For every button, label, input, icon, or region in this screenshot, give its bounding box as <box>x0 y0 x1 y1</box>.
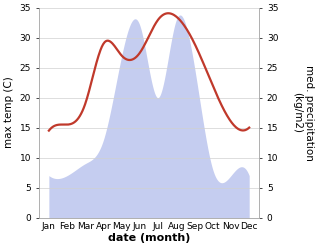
Y-axis label: med. precipitation
(kg/m2): med. precipitation (kg/m2) <box>292 65 314 161</box>
Y-axis label: max temp (C): max temp (C) <box>4 77 14 148</box>
X-axis label: date (month): date (month) <box>108 233 190 243</box>
